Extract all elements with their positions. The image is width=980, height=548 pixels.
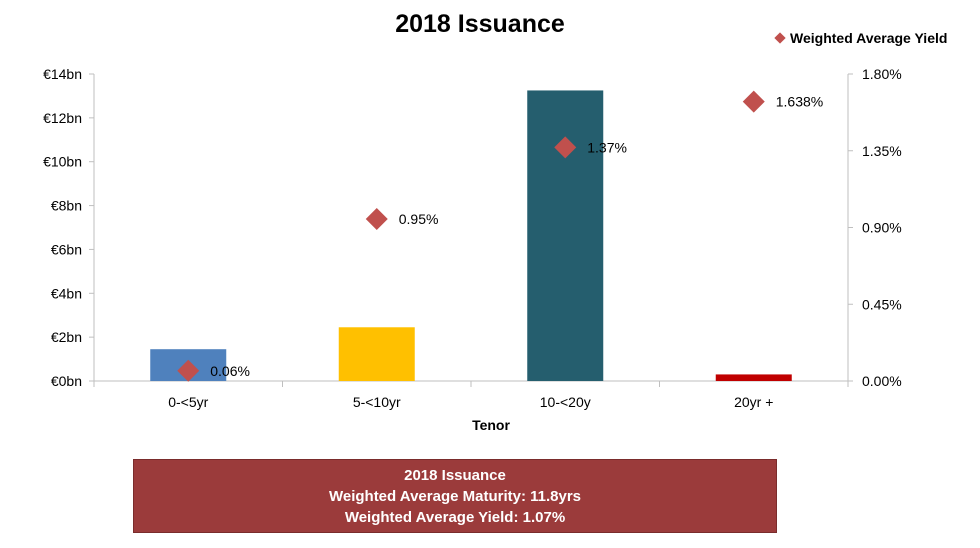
- yield-marker: [554, 136, 577, 159]
- x-tick-label: 10-<20y: [540, 394, 591, 410]
- yield-marker: [177, 359, 200, 382]
- right-tick-label: 0.00%: [862, 373, 902, 389]
- tick-labels: €0bn €2bn €4bn €6bn €8bn €10bn €12bn €14bn 0.00%…: [43, 66, 902, 433]
- right-tick-label: 0.45%: [862, 296, 902, 312]
- left-tick-label: €10bn: [43, 154, 82, 170]
- bar: [338, 327, 415, 381]
- chart-title: 2018 Issuance: [395, 10, 565, 38]
- yield-data-label: 1.638%: [776, 94, 823, 110]
- yield-data-label: 0.95%: [399, 211, 439, 227]
- left-tick-label: €14bn: [43, 66, 82, 82]
- legend: Weighted Average Yield: [774, 30, 948, 46]
- left-tick-label: €12bn: [43, 110, 82, 126]
- left-tick-label: €2bn: [51, 329, 82, 345]
- yield-data-label: 1.37%: [587, 139, 627, 155]
- summary-maturity: Weighted Average Maturity: 11.8yrs: [328, 487, 582, 505]
- bar: [527, 90, 604, 382]
- bars: [150, 90, 792, 382]
- summary-title: 2018 Issuance: [404, 466, 506, 484]
- x-axis-title: Tenor: [472, 417, 510, 433]
- right-tick-label: 0.90%: [862, 220, 902, 236]
- x-tick-label: 20yr +: [734, 394, 773, 410]
- yield-marker: [365, 207, 388, 230]
- left-tick-label: €6bn: [51, 241, 82, 257]
- legend-label: Weighted Average Yield: [790, 30, 948, 46]
- left-tick-label: €4bn: [51, 285, 82, 301]
- left-tick-label: €0bn: [51, 373, 82, 389]
- yield-marker: [742, 90, 765, 113]
- axes: [89, 73, 853, 387]
- yield-data-label: 0.06%: [210, 363, 250, 379]
- bar: [715, 374, 792, 381]
- chart-area: €0bn €2bn €4bn €6bn €8bn €10bn €12bn €14bn 0.00%…: [43, 66, 902, 433]
- summary-yield: Weighted Average Yield: 1.07%: [344, 508, 566, 526]
- x-tick-label: 5-<10yr: [353, 394, 401, 410]
- summary-box: 2018 Issuance Weighted Average Maturity:…: [133, 459, 777, 533]
- right-tick-label: 1.35%: [862, 143, 902, 159]
- x-tick-label: 0-<5yr: [168, 394, 208, 410]
- right-tick-label: 1.80%: [862, 66, 902, 82]
- yield-markers: [177, 90, 765, 382]
- left-tick-label: €8bn: [51, 198, 82, 214]
